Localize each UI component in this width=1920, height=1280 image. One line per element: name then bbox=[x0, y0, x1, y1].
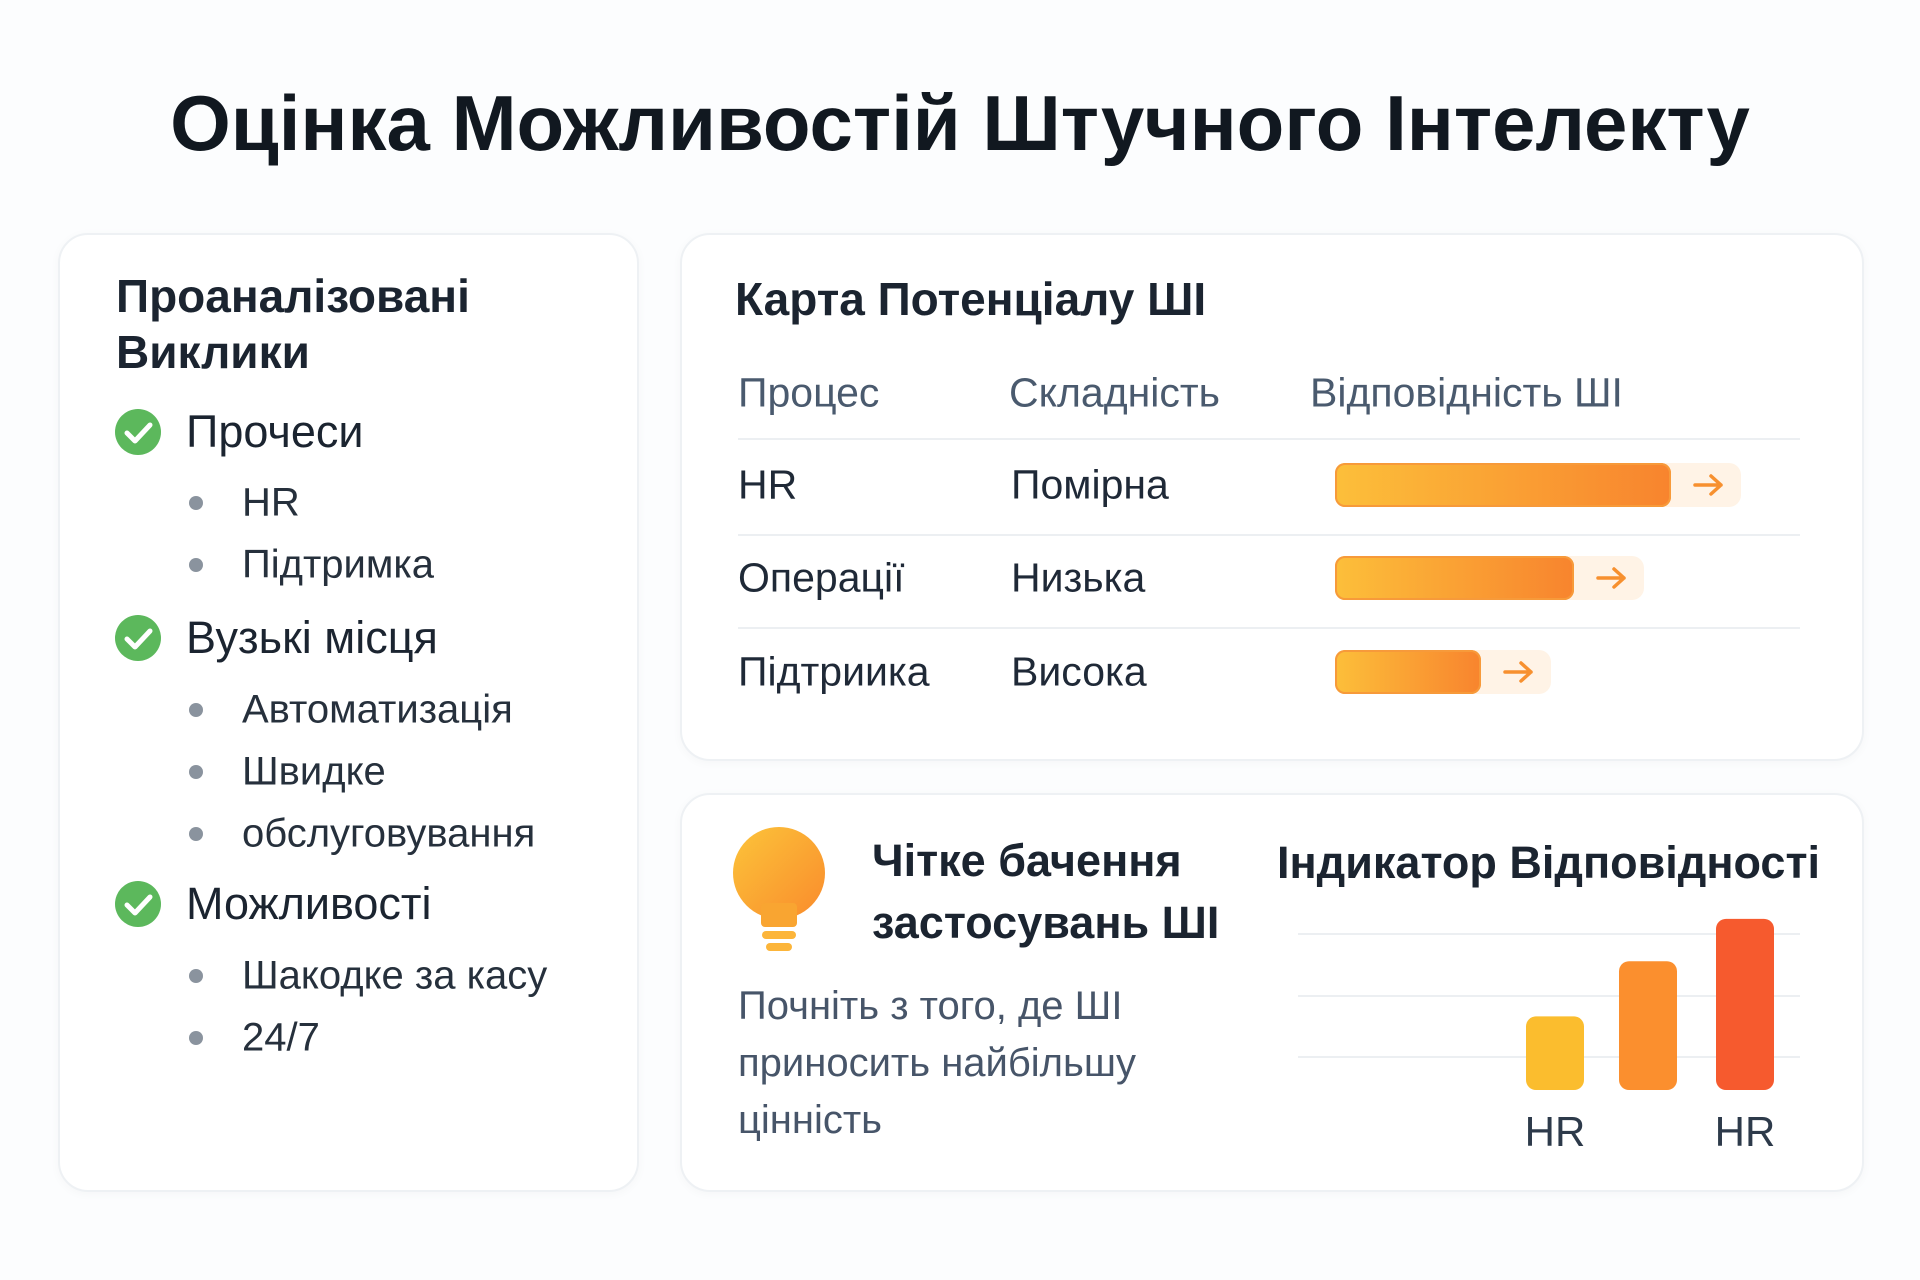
item: 24/7 bbox=[242, 1015, 320, 1060]
bulb-icon bbox=[733, 827, 825, 951]
process: HR bbox=[738, 461, 798, 508]
challenges-title: Проаналізовані Виклики bbox=[116, 270, 470, 378]
arrow bbox=[1693, 474, 1723, 496]
item: Підтримка bbox=[242, 542, 435, 587]
item: Шакодке за касу bbox=[242, 953, 548, 998]
arrow-icon bbox=[1693, 474, 1723, 496]
bullet bbox=[189, 969, 203, 983]
check-mark bbox=[124, 894, 153, 916]
check-icon bbox=[115, 409, 161, 455]
check-circle bbox=[115, 615, 161, 661]
check-circle bbox=[115, 881, 161, 927]
map-title: Карта Потенціалу ШІ bbox=[735, 273, 1207, 325]
column-header: Складність bbox=[1009, 369, 1221, 416]
x-tick-label: HR bbox=[1715, 1108, 1776, 1155]
bullet bbox=[189, 496, 203, 510]
column-header: Відповідність ШІ bbox=[1310, 369, 1623, 416]
process: Підтриика bbox=[738, 648, 930, 695]
group-title: Можливості bbox=[186, 878, 432, 929]
check-mark bbox=[124, 628, 153, 650]
bullet bbox=[189, 703, 203, 717]
bullet bbox=[189, 827, 203, 841]
bar bbox=[1526, 1016, 1584, 1090]
group-title: Вузькі місця bbox=[186, 612, 438, 663]
item: HR bbox=[242, 480, 300, 525]
arrow bbox=[1503, 661, 1533, 683]
arrow bbox=[1596, 567, 1626, 589]
bullet bbox=[189, 558, 203, 572]
page-title: Оцінка Можливостій Штучного Інтелекту bbox=[170, 79, 1750, 167]
x-tick-label: HR bbox=[1525, 1108, 1586, 1155]
challenges-panel bbox=[58, 233, 639, 1192]
item: Автоматизація bbox=[242, 687, 513, 732]
vision-title: Чітке бачення застосувань ШІ bbox=[872, 835, 1220, 948]
column-header: Процес bbox=[738, 369, 880, 416]
complexity: Помірна bbox=[1011, 461, 1169, 508]
bar bbox=[1716, 918, 1774, 1090]
item: обслуговування bbox=[242, 811, 536, 856]
bullet bbox=[189, 1031, 203, 1045]
group-title: Прочеси bbox=[186, 406, 364, 457]
complexity: Низька bbox=[1011, 554, 1146, 601]
fit-bar bbox=[1335, 650, 1481, 694]
row-divider bbox=[738, 438, 1800, 440]
check-mark bbox=[124, 422, 153, 444]
arrow-icon bbox=[1596, 567, 1626, 589]
arrow-icon bbox=[1503, 661, 1533, 683]
process: Операції bbox=[738, 554, 905, 601]
item: Швидке bbox=[242, 749, 386, 794]
fit-chart: HR HR bbox=[1298, 918, 1800, 1155]
bullet bbox=[189, 765, 203, 779]
fit-bar bbox=[1335, 556, 1574, 600]
check-circle bbox=[115, 409, 161, 455]
check-icon bbox=[115, 881, 161, 927]
chart-title: Індикатор Відповідності bbox=[1277, 837, 1820, 888]
row-divider bbox=[738, 534, 1800, 536]
bar bbox=[1619, 961, 1677, 1090]
check-icon bbox=[115, 615, 161, 661]
fit-bar bbox=[1335, 463, 1672, 507]
vision-text: Почніть з того, де ШІ приносить найбільш… bbox=[738, 984, 1136, 1142]
complexity: Висока bbox=[1011, 648, 1147, 695]
row-divider bbox=[738, 627, 1800, 629]
